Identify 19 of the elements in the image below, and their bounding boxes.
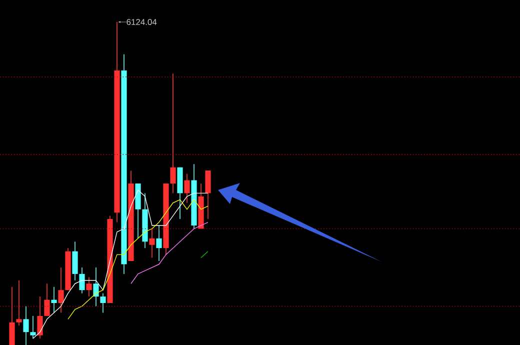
- candlestick: [9, 286, 15, 345]
- candlestick: [79, 267, 85, 294]
- candlestick: [156, 225, 162, 262]
- candlestick: [170, 73, 176, 194]
- candlestick: [30, 316, 36, 339]
- candlestick: [37, 296, 43, 339]
- annotation: 6124.04: [126, 19, 157, 25]
- candlestick: [23, 306, 29, 345]
- candlestick: [16, 280, 22, 326]
- candlestick: [184, 173, 190, 204]
- candlestick: [149, 228, 155, 258]
- candlestick: [44, 283, 50, 316]
- candlestick: [86, 276, 92, 297]
- candlestick: [58, 267, 64, 314]
- candlestick: [205, 170, 211, 220]
- candlestick: [72, 241, 78, 281]
- candlestick: [93, 267, 99, 307]
- candlestick: [100, 292, 106, 314]
- candlestick: [51, 286, 57, 314]
